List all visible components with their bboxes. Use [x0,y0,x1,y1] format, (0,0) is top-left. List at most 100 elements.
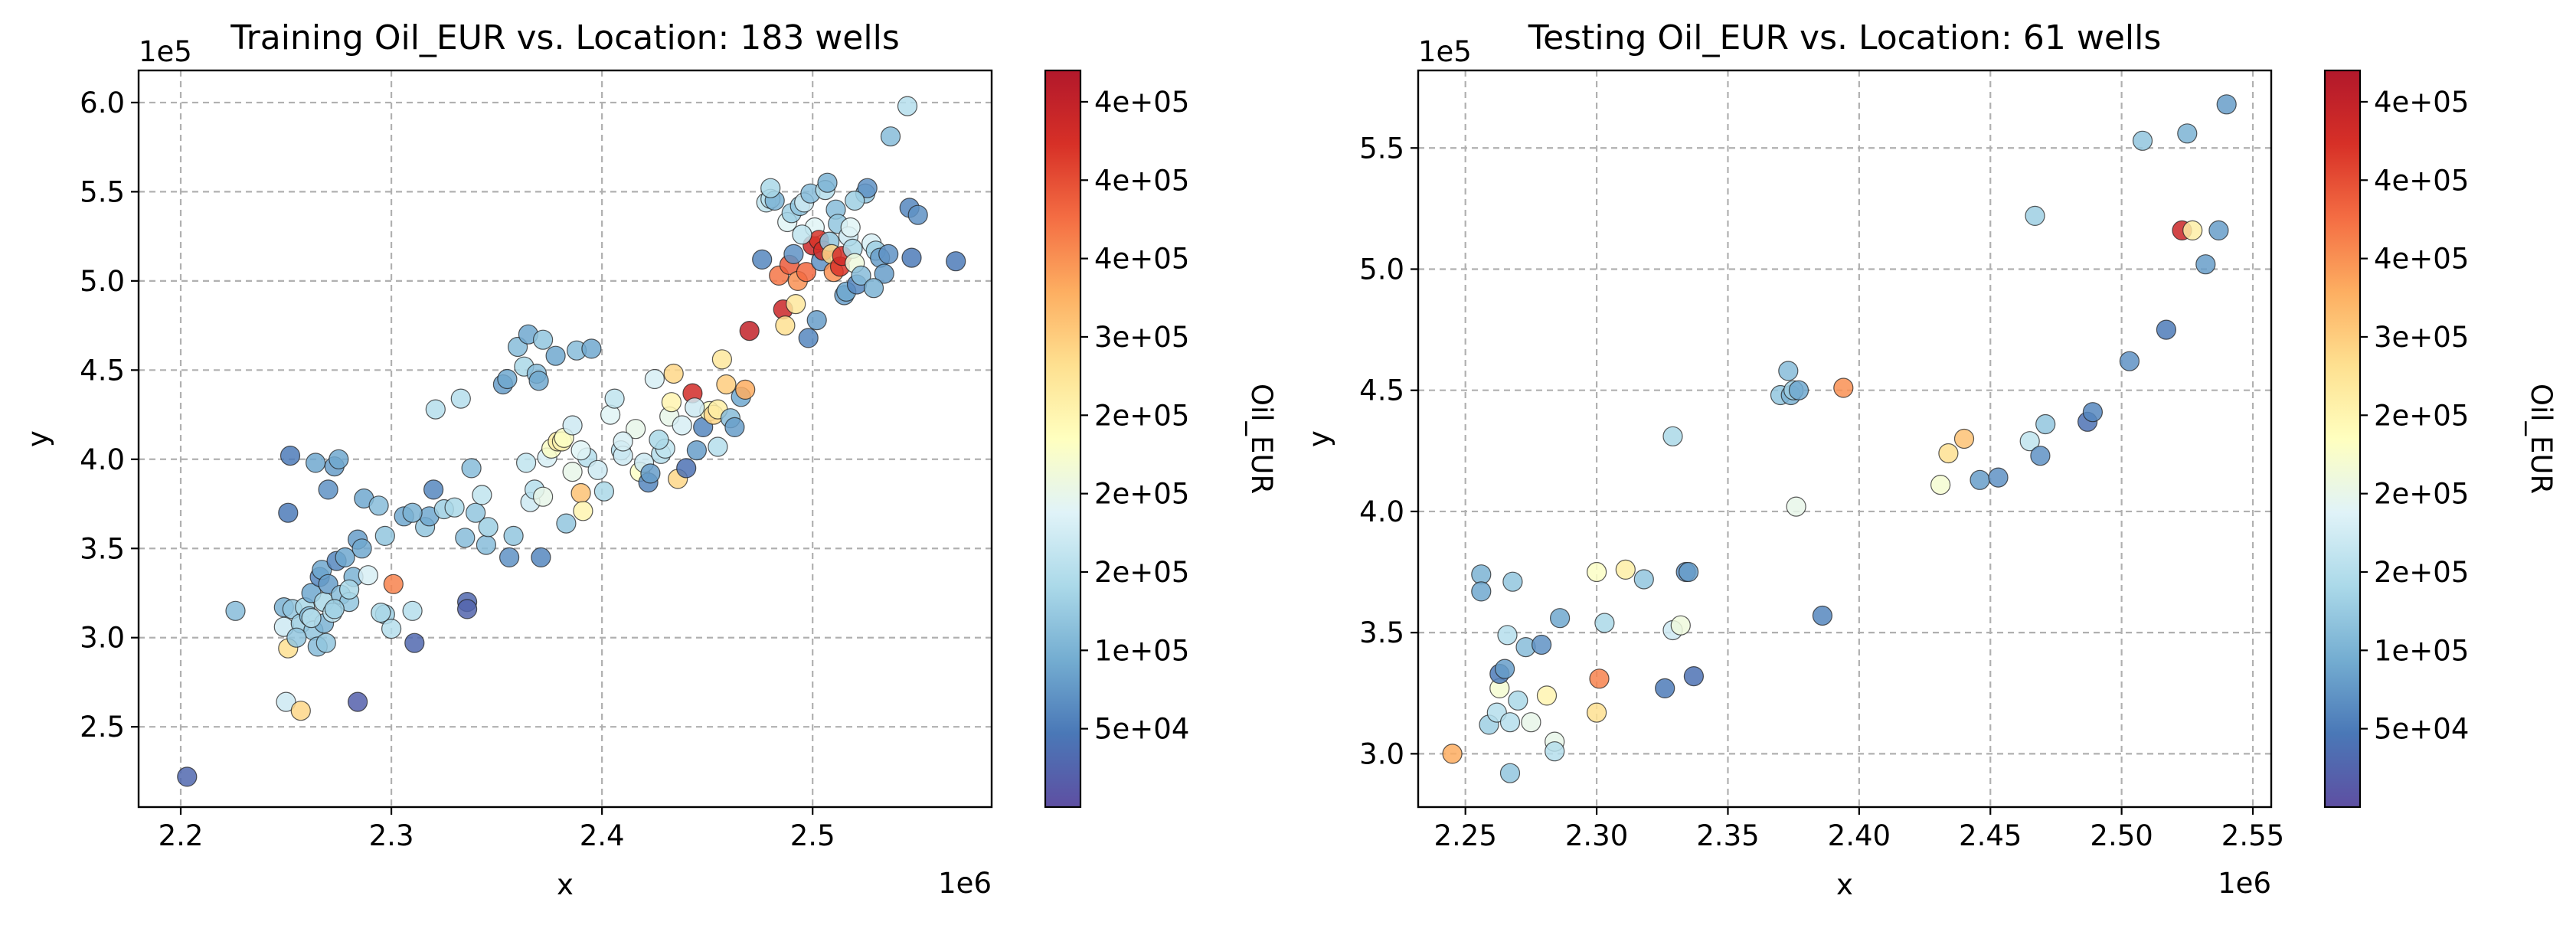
testing-data-point [1662,426,1683,446]
training-data-point [423,479,444,500]
training-data-point [290,701,311,721]
training-plot-frame [137,69,993,809]
training-data-point [225,600,246,621]
training-x-tick-label: 2.2 [159,819,204,852]
testing-data-point [1587,561,1607,583]
training-data-point [581,338,602,359]
training-data-point [450,388,471,409]
testing-data-point [1786,496,1806,517]
training-data-point [532,329,554,350]
training-data-point [515,453,537,473]
testing-x-tick-label: 2.25 [1434,819,1497,852]
training-data-point [661,392,682,413]
testing-data-point [2208,220,2229,240]
training-y-tick-label: 4.5 [80,354,125,387]
testing-y-tick-label: 5.0 [1359,253,1404,286]
testing-colorbar-tick-label: 2e+05 [2374,556,2469,589]
training-data-point [497,368,518,390]
training-data-point [711,349,733,370]
training-data-point [306,453,326,473]
training-data-point [735,379,756,400]
training-colorbar-tick-label: 4e+05 [1094,243,1189,276]
testing-x-tick-label: 2.50 [2090,819,2153,852]
training-data-point [531,547,551,568]
training-data-point [562,415,583,436]
training-colorbar-tick-label: 2e+05 [1094,399,1189,432]
training-data-point [444,497,465,518]
testing-y-axis-label: y [1303,430,1335,447]
training-y-ticks: 2.5 3.0 3.5 4.0 4.5 5.0 5.5 6.0 [80,87,139,744]
training-data-point [455,528,476,548]
testing-data-point [1521,712,1541,733]
training-data-point [817,172,838,193]
testing-data-point [1594,613,1615,633]
training-data-point [672,415,692,436]
testing-data-point [2132,130,2153,151]
training-data-point [840,217,861,238]
training-scatter-panel: 2.2 2.3 2.4 2.5 2.5 3.0 3.5 4.0 4.5 5.0 5.5 6.0 Tr… [21,18,1278,901]
testing-data-point [2182,220,2203,240]
testing-data-point [1471,581,1492,602]
training-data-point [897,96,918,116]
training-y-tick-label: 3.0 [80,622,125,655]
training-y-tick-label: 3.5 [80,532,125,565]
testing-data-point [2216,94,2237,115]
training-chart-title: Training Oil_EUR vs. Location: 183 wells [230,18,900,57]
training-y-tick-label: 4.0 [80,443,125,476]
training-data-point [806,310,827,331]
testing-x-axis-label: x [1836,868,1853,901]
testing-x-tick-label: 2.30 [1565,819,1628,852]
training-data-point [315,632,336,653]
testing-data-point [1589,668,1610,689]
training-data-point [329,449,349,469]
training-data-point [901,247,922,268]
training-data-point [278,502,299,523]
testing-data-point [1497,625,1518,646]
testing-y-tick-label: 3.5 [1359,616,1404,649]
training-data-point [381,618,402,639]
testing-x-ticks: 2.25 2.30 2.35 2.40 2.45 2.50 2.55 [1434,807,2284,852]
training-points [177,96,966,787]
testing-data-point [1812,605,1832,626]
training-data-point [478,517,499,538]
testing-data-point [1930,474,1951,495]
testing-colorbar-tick-label: 3e+05 [2374,321,2469,354]
testing-data-point [1615,559,1636,580]
testing-points [1442,94,2237,783]
training-data-point [613,431,633,452]
training-data-point [339,579,360,600]
training-x-tick-label: 2.5 [790,819,835,852]
training-data-point [686,440,708,461]
testing-y-tick-label: 4.5 [1359,374,1404,407]
testing-data-point [1536,685,1558,706]
testing-colorbar-tick-label: 2e+05 [2374,399,2469,432]
training-x-offset-label: 1e6 [938,867,992,900]
testing-data-point [1442,744,1463,764]
testing-data-point [1587,702,1607,723]
training-x-ticks: 2.2 2.3 2.4 2.5 [159,807,835,852]
training-data-point [276,691,296,712]
testing-scatter-panel: 2.25 2.30 2.35 2.40 2.45 2.50 2.55 3.0 3.5 4.0 4.… [1303,18,2558,901]
training-data-point [593,481,615,502]
testing-data-point [1778,361,1799,381]
testing-x-tick-label: 2.55 [2221,819,2284,852]
training-data-point [685,397,705,418]
training-data-point [857,178,878,198]
training-data-point [499,547,520,568]
training-data-point [796,262,817,283]
testing-x-offset-label: 1e6 [2218,867,2271,900]
testing-colorbar-tick-label: 4e+05 [2374,243,2469,276]
testing-plot-frame [1417,69,2273,809]
testing-data-point [1788,380,1809,400]
training-data-point [425,399,446,420]
training-data-point [760,178,781,198]
training-data-point [604,388,625,409]
testing-data-point [1953,428,1975,449]
testing-data-point [1502,571,1523,592]
training-data-point [783,244,804,264]
testing-chart-title: Testing Oil_EUR vs. Location: 61 wells [1528,18,2162,57]
training-data-point [786,294,806,315]
testing-data-point [1531,634,1552,655]
testing-data-point [1471,564,1492,585]
training-data-point [625,419,646,440]
